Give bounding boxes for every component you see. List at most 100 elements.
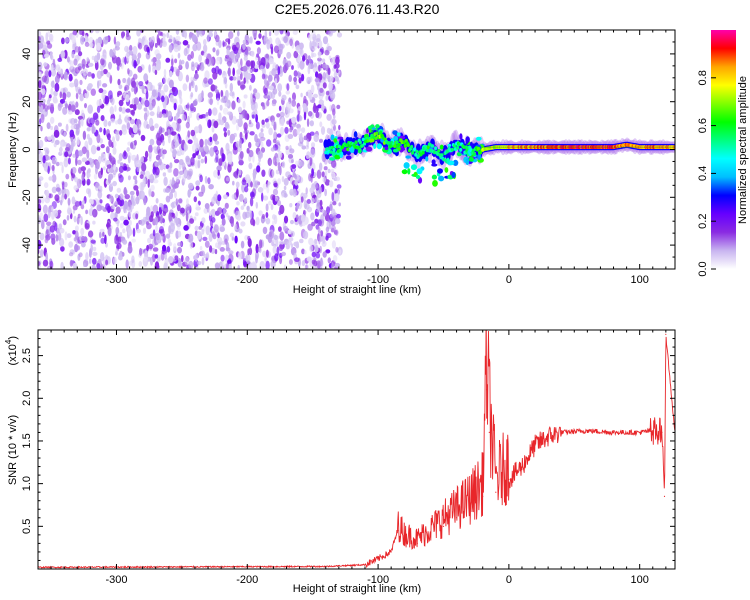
snr-data-point xyxy=(534,444,536,446)
noise-blob xyxy=(146,124,150,129)
noise-blob xyxy=(39,249,44,258)
noise-blob xyxy=(248,162,253,170)
noise-blob xyxy=(196,30,200,38)
noise-blob xyxy=(289,203,293,208)
noise-blob xyxy=(38,199,42,204)
noise-blob xyxy=(123,200,128,210)
noise-blob xyxy=(283,185,287,191)
noise-blob xyxy=(44,104,48,112)
noise-blob xyxy=(306,76,311,85)
noise-blob xyxy=(229,232,235,238)
noise-blob xyxy=(168,256,174,264)
noise-blob xyxy=(334,193,340,202)
noise-blob xyxy=(41,219,45,230)
noise-blob xyxy=(71,166,77,174)
noise-blob xyxy=(177,52,181,59)
noise-blob xyxy=(148,243,154,250)
noise-blob xyxy=(118,174,124,183)
noise-blob xyxy=(74,67,80,74)
noise-blob xyxy=(172,150,178,155)
signal-fragment xyxy=(373,143,377,150)
noise-blob xyxy=(260,102,265,107)
noise-blob xyxy=(115,206,121,214)
noise-blob xyxy=(335,56,340,65)
noise-blob xyxy=(139,174,144,180)
noise-blob xyxy=(276,133,282,138)
y-tick-label: 20 xyxy=(21,96,33,108)
noise-blob xyxy=(164,94,168,104)
noise-blob xyxy=(58,223,62,230)
noise-blob xyxy=(116,65,120,71)
noise-blob xyxy=(177,242,183,247)
noise-blob xyxy=(214,249,218,255)
noise-blob xyxy=(237,98,241,104)
noise-blob xyxy=(315,203,321,210)
noise-blob xyxy=(272,156,277,166)
noise-blob xyxy=(47,165,50,174)
noise-blob xyxy=(97,80,100,89)
noise-blob xyxy=(295,45,300,51)
noise-blob xyxy=(42,75,47,83)
signal-fragment xyxy=(346,151,351,156)
noise-blob xyxy=(192,43,198,52)
noise-blob xyxy=(185,203,191,213)
noise-blob xyxy=(281,94,287,101)
noise-blob xyxy=(301,260,306,267)
noise-blob xyxy=(194,225,199,231)
noise-blob xyxy=(81,200,86,205)
noise-blob xyxy=(168,212,173,222)
noise-blob xyxy=(71,196,76,205)
noise-blob xyxy=(285,171,291,178)
signal-fragment xyxy=(392,148,399,153)
noise-blob xyxy=(81,241,86,248)
colorbar-tick-label: 0.8 xyxy=(697,70,709,85)
noise-blob xyxy=(224,202,229,209)
noise-blob xyxy=(152,204,159,214)
noise-blob xyxy=(254,134,258,143)
noise-blob xyxy=(173,102,177,111)
noise-blob xyxy=(110,118,116,124)
noise-blob xyxy=(61,37,65,45)
noise-blob xyxy=(258,132,265,139)
noise-blob xyxy=(223,76,228,85)
noise-blob xyxy=(249,84,252,91)
noise-blob xyxy=(262,195,269,201)
noise-blob xyxy=(41,41,47,50)
noise-blob xyxy=(299,238,304,244)
noise-blob xyxy=(134,179,138,185)
noise-blob xyxy=(54,222,58,232)
noise-blob xyxy=(267,181,270,188)
noise-blob xyxy=(298,42,304,50)
noise-blob xyxy=(196,260,202,266)
noise-blob xyxy=(280,126,284,136)
noise-blob xyxy=(336,32,343,38)
noise-blob xyxy=(315,38,321,43)
noise-blob xyxy=(133,59,137,69)
noise-blob xyxy=(279,111,285,118)
noise-blob xyxy=(136,228,142,234)
noise-blob xyxy=(114,45,120,51)
noise-blob xyxy=(278,43,284,52)
noise-blob xyxy=(59,146,63,154)
noise-blob xyxy=(243,50,249,58)
noise-blob xyxy=(273,30,280,36)
noise-blob xyxy=(322,251,327,258)
noise-blob xyxy=(64,181,68,188)
noise-blob xyxy=(145,52,151,60)
noise-blob xyxy=(181,255,184,263)
noise-blob xyxy=(204,175,208,184)
noise-blob xyxy=(335,218,341,225)
noise-blob xyxy=(72,30,78,36)
spectrogram-y-ticks: -40 -20 0 20 40 xyxy=(21,41,675,258)
noise-blob xyxy=(272,87,278,95)
noise-blob xyxy=(236,214,242,221)
noise-blob xyxy=(213,193,218,202)
noise-blob xyxy=(112,146,117,155)
noise-blob xyxy=(144,170,151,179)
noise-blob xyxy=(163,262,168,269)
noise-blob xyxy=(114,200,118,206)
signal-core xyxy=(459,148,463,152)
noise-blob xyxy=(283,178,289,186)
noise-blob xyxy=(198,145,204,153)
noise-blob xyxy=(62,106,68,115)
